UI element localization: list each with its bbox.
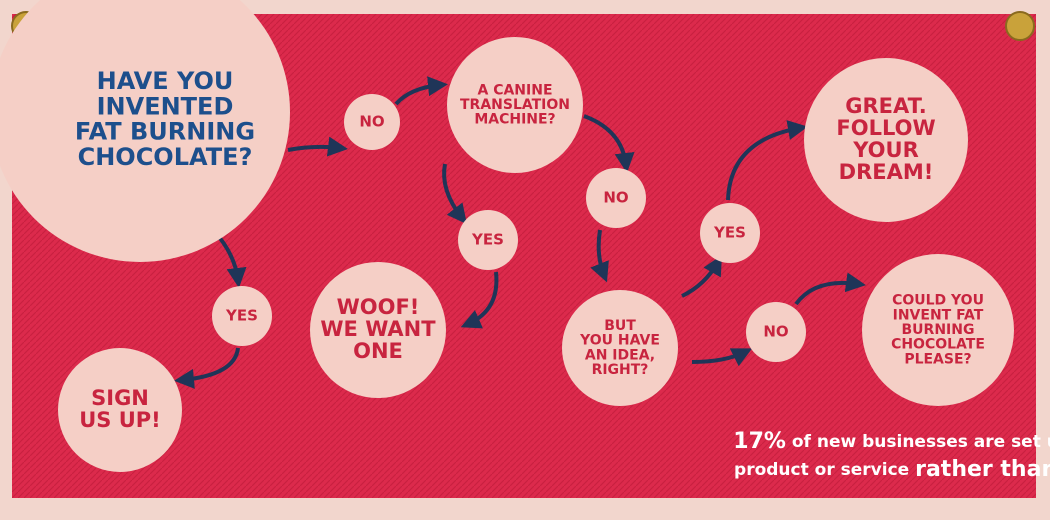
arrow <box>174 347 240 389</box>
node-label: NO <box>763 323 788 341</box>
node-circle <box>458 210 518 270</box>
node-label: RIGHT? <box>592 362 649 378</box>
footer-text: 17% <box>733 429 786 454</box>
arrow <box>442 163 467 225</box>
footer-text: of new businesses are set up to develop … <box>786 432 1050 452</box>
node-label: CHOCOLATE <box>891 337 985 353</box>
node-label: PLEASE? <box>904 351 971 367</box>
node-circle <box>562 290 678 406</box>
node-label: ONE <box>353 339 403 363</box>
node-label: GREAT. <box>845 94 927 118</box>
arrow <box>287 136 348 157</box>
node-label: AN IDEA, <box>585 347 655 363</box>
node-circle <box>804 58 968 222</box>
node-circle <box>746 302 806 362</box>
node-label: YES <box>225 307 258 325</box>
footer-text: product or service <box>734 460 915 480</box>
node-label: YES <box>471 231 504 249</box>
node-circle <box>212 286 272 346</box>
arrow <box>394 76 448 106</box>
node-circle <box>0 0 290 262</box>
node-circle <box>310 262 446 398</box>
arrow <box>681 255 722 298</box>
node-label: HAVE YOU <box>97 67 234 95</box>
arrows <box>174 76 866 389</box>
node-label: FAT BURNING <box>75 118 255 146</box>
node-label: YOU HAVE <box>579 333 660 349</box>
node-circle <box>344 94 400 150</box>
node-circle <box>447 37 583 173</box>
node-label: BURNING <box>902 322 975 338</box>
node-circle <box>586 168 646 228</box>
arrow <box>691 348 753 367</box>
footer-line: product or service rather than launch a … <box>734 457 1050 482</box>
node-circle <box>58 348 182 472</box>
node-label: DREAM! <box>839 160 934 184</box>
node-label: SIGN <box>91 386 149 410</box>
node-label: INVENT FAT <box>893 307 984 323</box>
arrow <box>794 272 866 306</box>
node-label: YES <box>713 224 746 242</box>
footer-text: rather than launch a new one. <box>915 457 1050 482</box>
node-label: FOLLOW <box>836 116 935 140</box>
node-circle <box>862 254 1014 406</box>
arrow <box>583 114 635 173</box>
node-label: MACHINE? <box>474 112 555 128</box>
node-label: TRANSLATION <box>460 97 570 113</box>
node-label: COULD YOU <box>892 293 984 309</box>
node-label: WOOF! <box>337 295 420 319</box>
arrow <box>590 229 609 283</box>
pin <box>1005 11 1035 41</box>
node-label: BUT <box>604 318 636 334</box>
arrow <box>460 271 499 329</box>
node-label: YOUR <box>852 138 919 162</box>
node-label: US UP! <box>79 408 161 432</box>
node-label: WE WANT <box>320 317 436 341</box>
arrow <box>726 120 808 201</box>
node-label: A CANINE <box>477 82 552 98</box>
node-label: INVENTED <box>97 92 234 120</box>
footer-line: 17% of new businesses are set up to deve… <box>733 429 1050 454</box>
node-label: NO <box>603 189 628 207</box>
node-label: NO <box>359 113 384 131</box>
node-label: CHOCOLATE? <box>78 143 253 171</box>
node-circle <box>700 203 760 263</box>
